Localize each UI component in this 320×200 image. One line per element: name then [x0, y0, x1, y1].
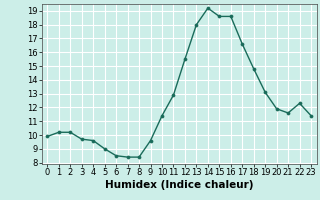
X-axis label: Humidex (Indice chaleur): Humidex (Indice chaleur)	[105, 180, 253, 190]
